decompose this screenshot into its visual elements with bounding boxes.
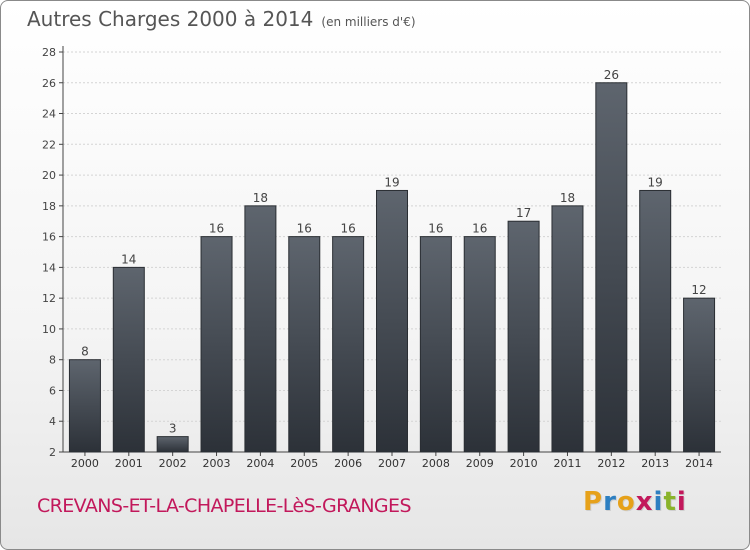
bar <box>332 236 365 453</box>
bar-value-label: 16 <box>297 222 312 236</box>
y-tick-label: 6 <box>49 384 56 397</box>
bar <box>156 436 189 453</box>
y-tick-label: 4 <box>49 415 56 428</box>
bar-value-label: 8 <box>81 345 89 359</box>
bar <box>683 297 716 453</box>
bar-value-label: 18 <box>253 191 268 205</box>
x-tick-label: 2000 <box>71 457 99 470</box>
proxiti-logo: Proxiti <box>583 487 687 517</box>
y-tick-label: 10 <box>42 323 56 336</box>
bar <box>419 236 452 453</box>
bar-value-label: 17 <box>516 206 531 220</box>
bar <box>595 82 628 453</box>
logo-letter: r <box>603 487 617 517</box>
logo-letter: o <box>616 487 636 517</box>
bar <box>244 205 277 453</box>
bar <box>507 220 540 453</box>
x-tick-label: 2013 <box>641 457 669 470</box>
bar-value-label: 16 <box>340 222 355 236</box>
bar-value-label: 18 <box>560 191 575 205</box>
logo-letter: P <box>583 487 604 517</box>
y-tick-label: 14 <box>42 261 56 274</box>
bar <box>639 189 672 453</box>
x-tick-label: 2011 <box>553 457 581 470</box>
logo-letter: i <box>653 487 664 517</box>
x-tick-label: 2014 <box>685 457 713 470</box>
x-tick-label: 2008 <box>422 457 450 470</box>
bar-value-label: 26 <box>604 68 619 82</box>
y-tick-label: 26 <box>42 77 56 90</box>
y-tick-label: 20 <box>42 169 56 182</box>
x-tick-label: 2007 <box>378 457 406 470</box>
bar-value-label: 16 <box>472 222 487 236</box>
chart-subtitle: (en milliers d'€) <box>321 15 416 29</box>
y-tick-label: 24 <box>42 108 56 121</box>
bar <box>288 236 321 453</box>
bar-value-label: 16 <box>209 222 224 236</box>
x-tick-label: 2004 <box>246 457 274 470</box>
place-name: CREVANS-ET-LA-CHAPELLE-LèS-GRANGES <box>37 495 412 517</box>
x-tick-label: 2002 <box>159 457 187 470</box>
bar-value-label: 3 <box>169 422 177 436</box>
logo-letter: t <box>663 487 677 517</box>
bar <box>68 359 101 453</box>
bar-value-label: 16 <box>428 222 443 236</box>
x-tick-label: 2012 <box>597 457 625 470</box>
y-tick-label: 12 <box>42 292 56 305</box>
bar-value-label: 14 <box>121 252 136 266</box>
logo-letter: x <box>635 487 654 517</box>
x-tick-label: 2003 <box>203 457 231 470</box>
y-tick-label: 8 <box>49 354 56 367</box>
logo-letter: i <box>676 487 687 517</box>
x-tick-label: 2006 <box>334 457 362 470</box>
x-tick-label: 2005 <box>290 457 318 470</box>
bar-value-label: 19 <box>384 175 399 189</box>
bar <box>463 236 496 453</box>
bars <box>68 82 716 453</box>
chart-title: Autres Charges 2000 à 2014 (en milliers d… <box>27 7 416 31</box>
labels: 2468101214161820222426288200014200132002… <box>42 46 713 470</box>
bar <box>551 205 584 453</box>
y-tick-label: 22 <box>42 138 56 151</box>
bar <box>112 266 145 453</box>
x-tick-label: 2001 <box>115 457 143 470</box>
y-tick-label: 16 <box>42 231 56 244</box>
x-tick-label: 2010 <box>510 457 538 470</box>
y-tick-label: 28 <box>42 46 56 59</box>
y-tick-label: 2 <box>49 446 56 459</box>
bar-value-label: 19 <box>648 175 663 189</box>
bar <box>200 236 233 453</box>
bar-value-label: 12 <box>691 283 706 297</box>
x-tick-label: 2009 <box>466 457 494 470</box>
chart-title-text: Autres Charges 2000 à 2014 <box>27 7 314 31</box>
bar <box>376 189 408 453</box>
y-tick-label: 18 <box>42 200 56 213</box>
